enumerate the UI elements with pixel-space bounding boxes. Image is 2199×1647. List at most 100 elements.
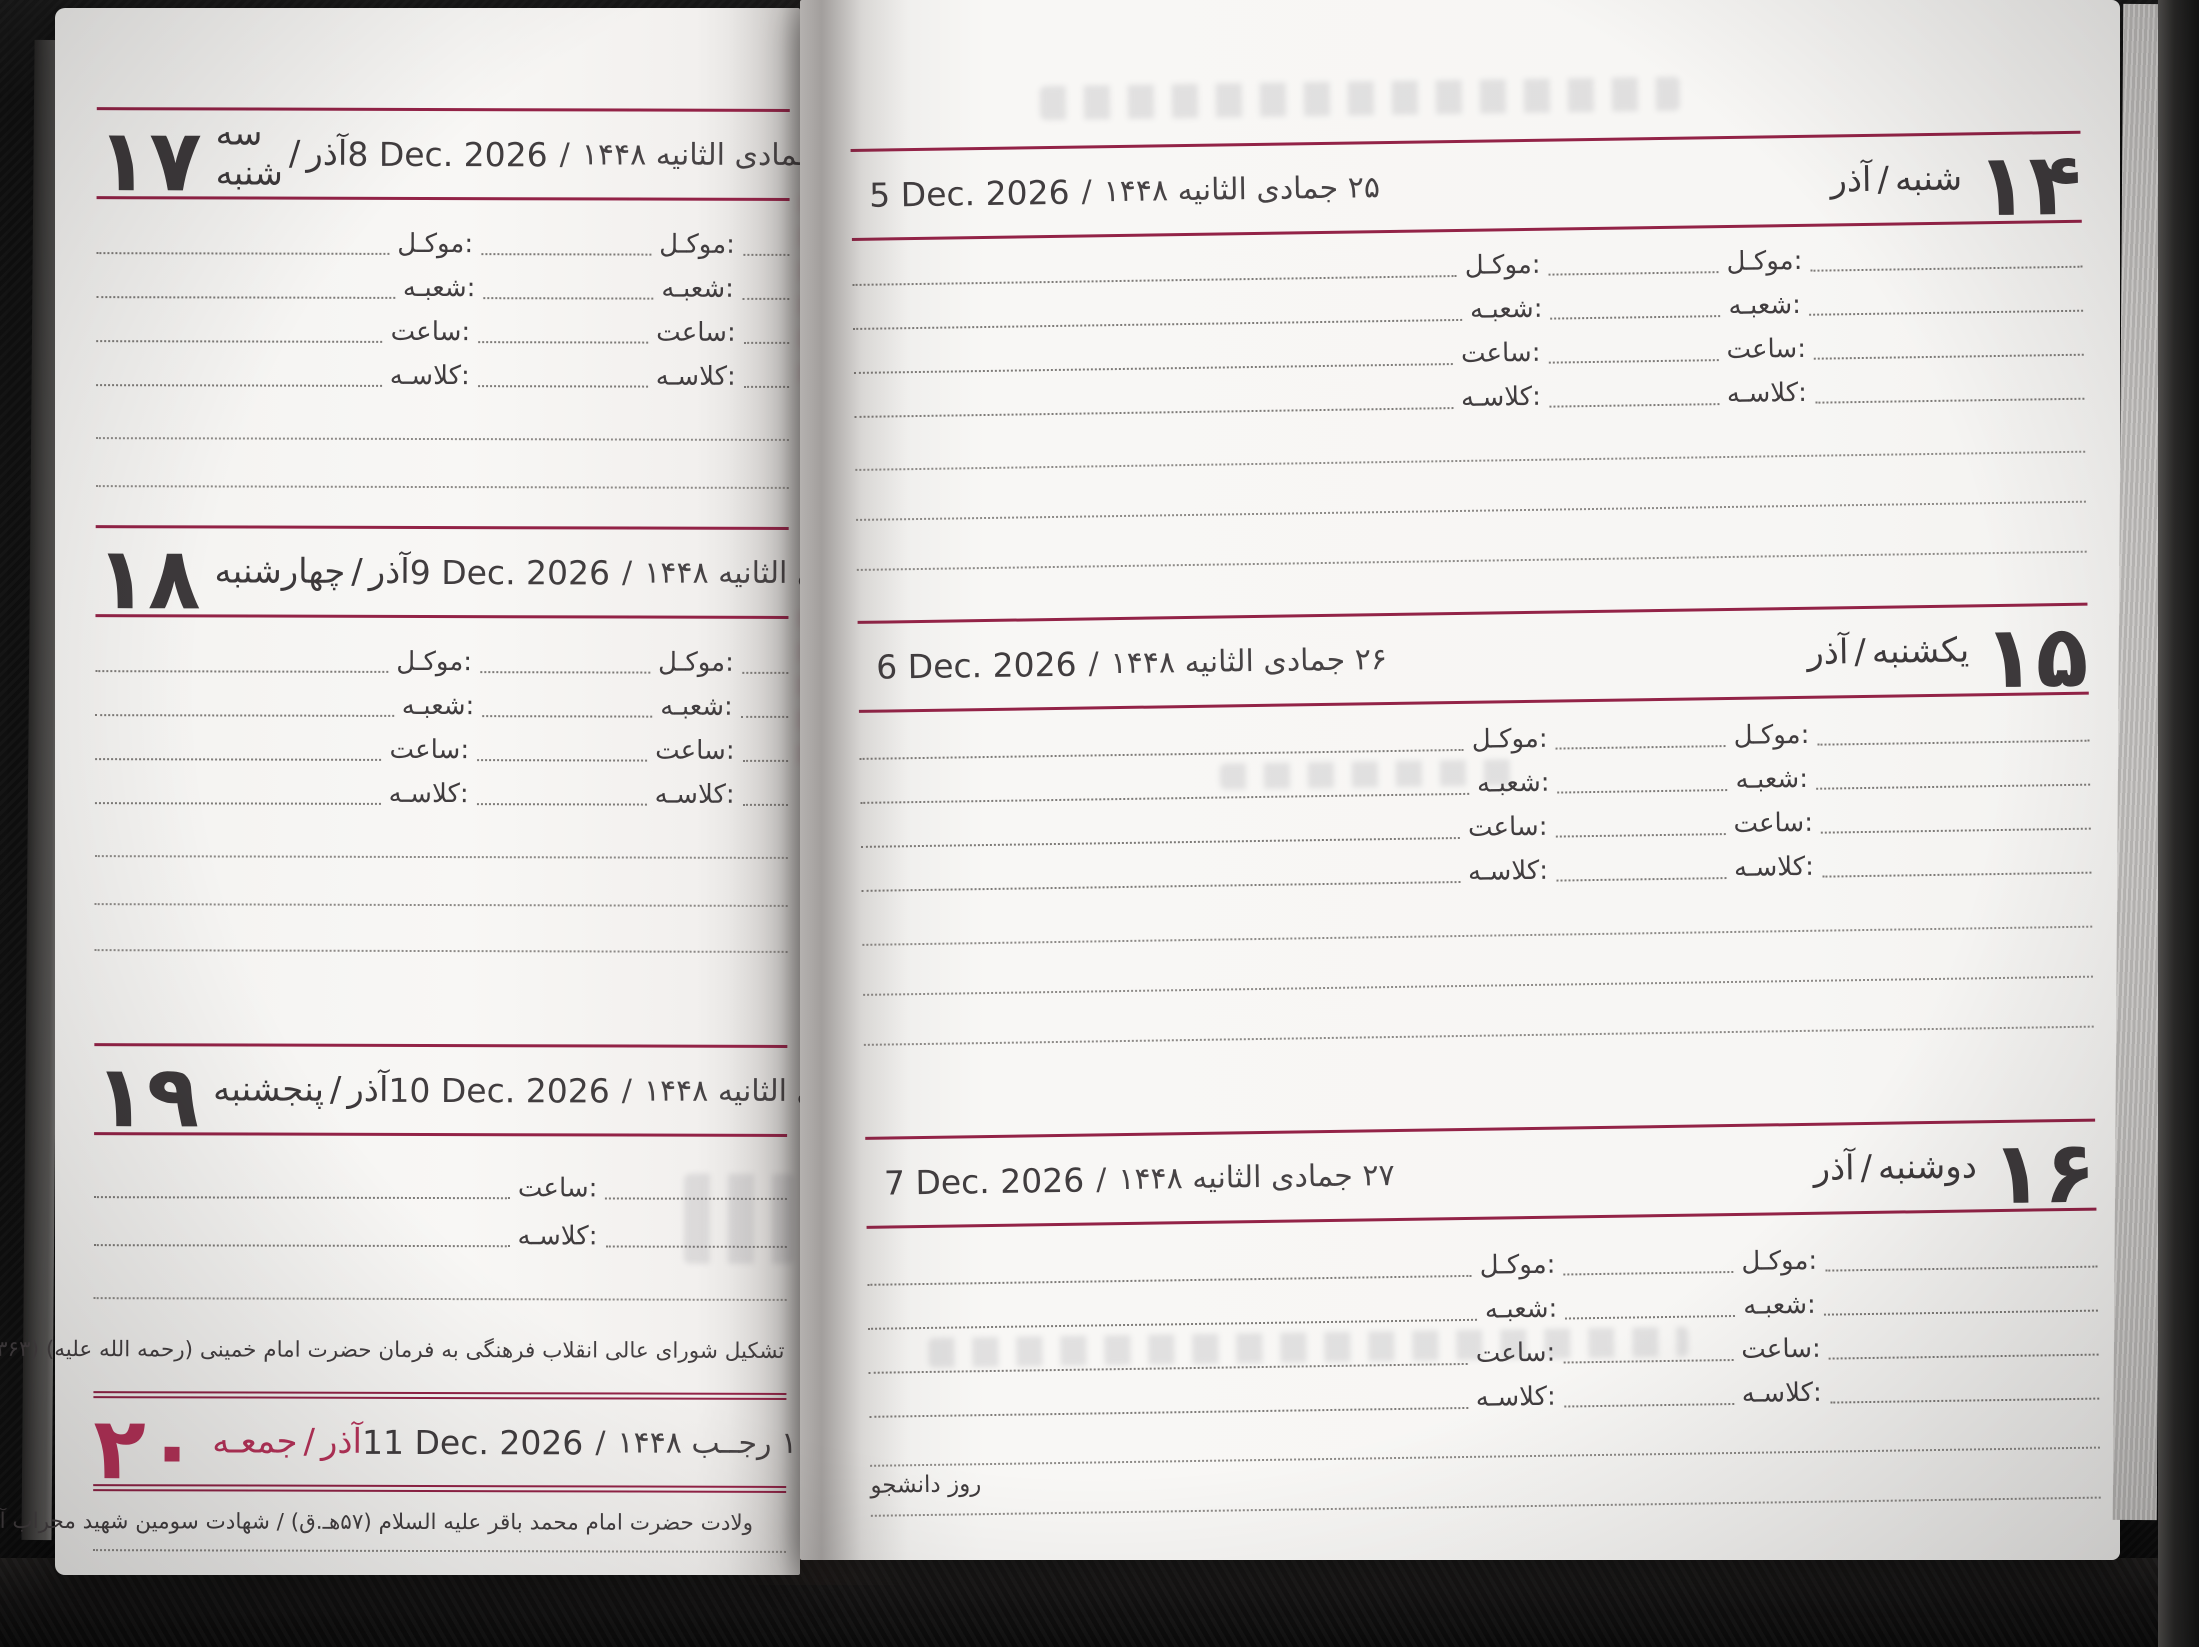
day-label: ۲۰ جمعـه / آذر	[93, 1399, 363, 1499]
month-label: آذر	[320, 1421, 363, 1462]
field-label-client: موکـل:	[1741, 1245, 1818, 1277]
field-label-case: کلاسـه:	[655, 361, 736, 392]
bleed-through-mark	[1039, 76, 1681, 121]
student-day-note: روز دانشجو	[870, 1471, 982, 1499]
day-header: ۱۸ چهارشنبه/آذر 9 Dec. 2026 / ۲۹ جمادی ا…	[95, 525, 921, 630]
field-row-branch: شعبـه: شعبـه:	[95, 687, 789, 723]
gregorian-date: 9 Dec. 2026	[409, 552, 611, 592]
field-label-branch: شعبـه:	[1743, 1289, 1817, 1321]
writing-line	[93, 1549, 787, 1553]
weekday-label: دوشنبه	[1877, 1146, 1978, 1188]
field-label-client: موکـل:	[1471, 723, 1548, 755]
day-block-16: 7 Dec. 2026 / ۲۷ جمادی الثانیه ۱۴۴۸ آذر /…	[789, 0, 2109, 1517]
field-label-hour: ساعت:	[1726, 333, 1807, 366]
field-label-client: موکـل:	[396, 647, 473, 678]
field-row-branch: شعبـه: شعبـه:	[853, 283, 2084, 335]
weekday-month: پنجشنبه / آذر	[213, 1069, 388, 1109]
field-label-case: کلاسـه:	[1467, 855, 1549, 887]
gregorian-date: 10 Dec. 2026	[388, 1070, 610, 1110]
field-row-client: موکـل: موکـل:	[867, 1239, 2098, 1291]
field-label-hour: ساعت:	[1741, 1333, 1822, 1365]
field-label-branch: شعبـه:	[1469, 293, 1543, 325]
slash: /	[329, 1069, 342, 1110]
writing-line	[863, 975, 2094, 996]
writing-line	[870, 1496, 2101, 1517]
field-label-branch: شعبـه:	[1484, 1293, 1558, 1325]
field-row-hour: ساعت: ساعت:	[95, 731, 789, 767]
field-row-client: موکـل: موکـل:	[96, 225, 790, 261]
month-label: آذر	[306, 133, 348, 174]
field-label-case: کلاسـه:	[1475, 1381, 1557, 1413]
writing-line	[855, 450, 2086, 471]
month-label: آذر	[368, 551, 410, 592]
hijri-date: ۲۵ جمادی الثانیه ۱۴۴۸	[1103, 169, 1381, 209]
writing-line	[95, 437, 789, 441]
gregorian-date: 7 Dec. 2026	[883, 1160, 1085, 1203]
month-label: آذر	[1807, 632, 1849, 673]
field-label-hour: ساعت:	[1733, 807, 1814, 840]
weekday-label: یکشنبه	[1871, 630, 1970, 672]
weekday-month: سه شنبه / آذر	[216, 113, 348, 193]
month-label: آذر	[1813, 1148, 1855, 1189]
weekday-month: آذر / دوشنبه	[1813, 1146, 1977, 1188]
field-row-branch: شعبـه: شعبـه:	[860, 757, 2091, 809]
field-label-client: موکـل:	[1726, 245, 1803, 278]
day-label: ۱۷ سه شنبه / آذر	[97, 111, 348, 211]
day-label: ۱۹ پنجشنبه / آذر	[94, 1047, 388, 1147]
field-label-hour: ساعت:	[1467, 811, 1548, 843]
writing-line	[856, 500, 2086, 521]
day-label: آذر / دوشنبه ۱۶	[1813, 1123, 2096, 1225]
field-row-hour: ساعت: ساعت:	[860, 801, 2091, 853]
day-header: 7 Dec. 2026 / ۲۷ جمادی الثانیه ۱۴۴۸ آذر /…	[865, 1118, 2097, 1229]
day-block-18: ۱۸ چهارشنبه/آذر 9 Dec. 2026 / ۲۹ جمادی ا…	[57, 7, 921, 953]
day-header: ۲۰ جمعـه / آذر 11 Dec. 2026 / ۱ رجــب ۱۴۴۸	[93, 1391, 797, 1500]
slash: /	[595, 1424, 606, 1460]
slash: /	[1854, 631, 1867, 673]
slash: /	[1095, 1161, 1107, 1197]
slash: /	[559, 136, 570, 172]
field-row-case: کلاسـه: کلاسـه:	[861, 845, 2092, 897]
day-header: ۱۷ سه شنبه/آذر 8 Dec. 2026 / ۲۸ جمادی ال…	[97, 107, 858, 212]
day-label: آذر / یکشنبه ۱۵	[1807, 607, 2089, 709]
field-label-hour: ساعت:	[1475, 1337, 1556, 1369]
field-label-branch: شعبـه:	[401, 691, 475, 722]
writing-line	[94, 855, 788, 859]
field-label-case: کلاسـه:	[388, 779, 469, 810]
field-row-client: موکـل: موکـل:	[859, 713, 2090, 765]
hijri-date: ۲۶ جمادی الثانیه ۱۴۴۸	[1110, 641, 1388, 681]
date-line: 5 Dec. 2026 / ۲۵ جمادی الثانیه ۱۴۴۸	[851, 168, 1380, 215]
field-label-branch: شعبـه:	[1476, 767, 1550, 799]
field-row-branch: شعبـه: شعبـه:	[868, 1283, 2098, 1335]
field-row-client: موکـل: موکـل:	[852, 239, 2083, 291]
field-row-client: موکـل: موکـل:	[95, 643, 789, 679]
writing-line	[94, 903, 788, 907]
month-label: آذر	[1830, 159, 1872, 201]
day-header: ۱۹ پنجشنبه/آذر 10 Dec. 2026 / ۳۰ جمادی ا…	[94, 1043, 920, 1148]
day-block-14: 5 Dec. 2026 / ۲۵ جمادی الثانیه ۱۴۴۸ آذر /…	[789, 0, 2109, 571]
holiday-note: تشکیل شورای عالی انقلاب فرهنگی به فرمان …	[0, 1336, 785, 1364]
holiday-note: ولادت حضرت امام محمد باقر علیه السلام (۵…	[0, 1508, 754, 1536]
slash: /	[1088, 645, 1099, 681]
day-number: ۱۹	[94, 1047, 200, 1148]
day-label: ۱۸ چهارشنبه / آذر	[95, 529, 410, 629]
slash: /	[1877, 159, 1890, 200]
slash: /	[288, 133, 301, 174]
writing-line	[93, 1297, 787, 1301]
field-label-case: کلاسـه:	[1741, 1377, 1822, 1409]
field-row-case: کلاسـه: کلاسـه:	[94, 775, 788, 811]
day-number: ۱۶	[1990, 1122, 2097, 1225]
field-row-case: کلاسـه: کلاسـه:	[854, 371, 2085, 423]
field-row-hour: ساعت: ساعت:	[853, 327, 2084, 379]
day-number: ۲۰	[93, 1399, 199, 1500]
gregorian-date: 8 Dec. 2026	[347, 134, 548, 174]
day-label: آذر / شنبه ۱۴	[1830, 135, 2082, 237]
hijri-date: ۲۷ جمادی الثانیه ۱۴۴۸	[1118, 1157, 1395, 1197]
field-label-hour: ساعت:	[389, 735, 470, 766]
field-label-branch: شعبـه:	[402, 273, 476, 304]
field-row-case: کلاسـه:	[93, 1217, 787, 1253]
date-line: 6 Dec. 2026 / ۲۶ جمادی الثانیه ۱۴۴۸	[858, 640, 1387, 687]
field-label-case: کلاسـه:	[1460, 381, 1542, 414]
day-header: 6 Dec. 2026 / ۲۶ جمادی الثانیه ۱۴۴۸ آذر /…	[857, 602, 2089, 713]
field-label-case: کلاسـه:	[1726, 377, 1808, 410]
field-row-case: کلاسـه: کلاسـه:	[869, 1371, 2100, 1423]
